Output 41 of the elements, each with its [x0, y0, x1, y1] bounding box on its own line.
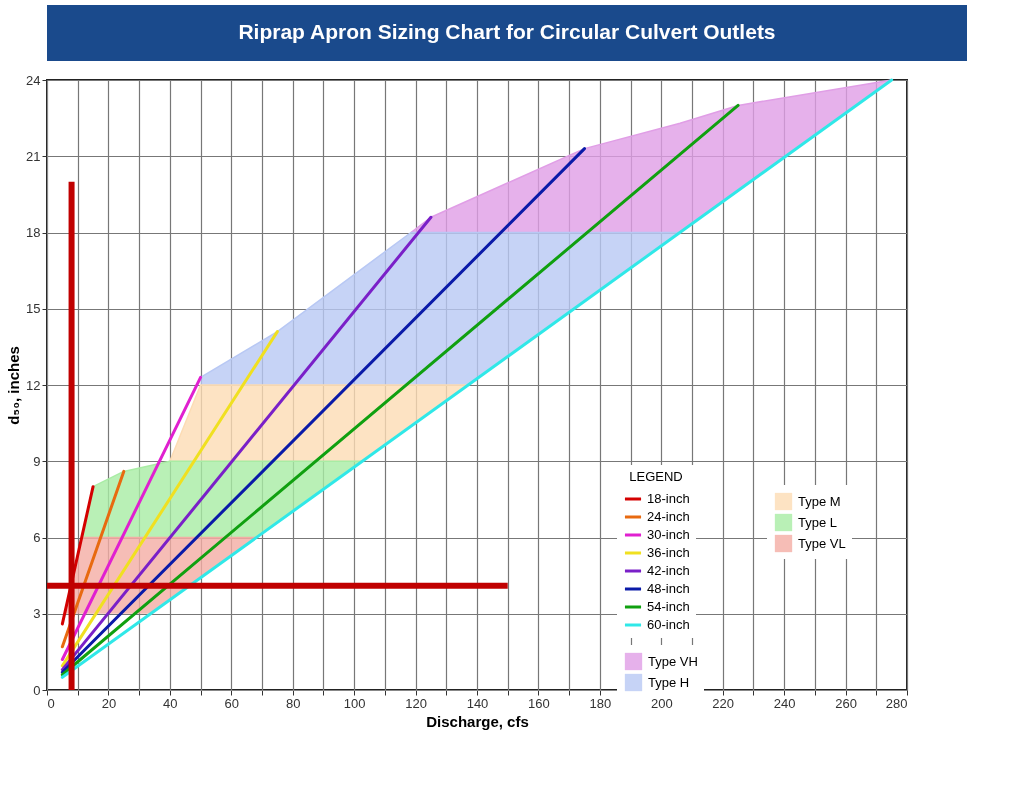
- legend-label: 18-inch: [647, 491, 690, 506]
- x-tick-label: 20: [101, 695, 117, 711]
- legend-label: Type L: [798, 514, 838, 530]
- legend-title: LEGEND: [629, 469, 683, 484]
- chart-title: Riprap Apron Sizing Chart for Circular Culvert Outlets: [238, 20, 776, 43]
- x-tick-label: 200: [650, 695, 673, 711]
- legend-label: 24-inch: [647, 509, 690, 524]
- legend-label: Type H: [648, 674, 690, 690]
- y-tick-label: 24: [26, 72, 41, 88]
- legend-label: 60-inch: [647, 617, 690, 632]
- y-tick-label: 0: [33, 682, 41, 698]
- x-tick-label: 100: [343, 695, 366, 711]
- legend-label: 54-inch: [647, 599, 690, 614]
- x-axis-title: Discharge, cfs: [426, 712, 529, 730]
- legend-label: 42-inch: [647, 563, 690, 578]
- legend-label: Type VH: [648, 653, 698, 669]
- y-axis-title: d₅₀, inches: [5, 346, 23, 425]
- x-tick-label: 280: [885, 695, 908, 711]
- x-tick-label: 40: [163, 695, 178, 711]
- legend-label: Type M: [798, 493, 841, 509]
- x-tick-label: 140: [466, 695, 489, 711]
- x-tick-label: 180: [589, 695, 612, 711]
- x-tick-label: 240: [773, 695, 796, 711]
- y-tick-label: 3: [33, 606, 41, 622]
- legend-label: Type VL: [798, 535, 846, 551]
- y-tick-label: 9: [33, 453, 41, 469]
- legend-label: 30-inch: [647, 527, 690, 542]
- y-tick-label: 6: [33, 530, 41, 545]
- y-tick-label: 21: [26, 148, 41, 164]
- y-tick-label: 12: [26, 377, 41, 393]
- legend-label: 36-inch: [647, 545, 690, 560]
- x-tick-label: 0: [47, 695, 55, 711]
- x-tick-label: 80: [285, 695, 301, 711]
- x-tick-label: 160: [528, 695, 550, 711]
- y-tick-label: 18: [26, 225, 41, 240]
- x-tick-label: 120: [405, 695, 427, 711]
- x-tick-label: 220: [712, 695, 735, 711]
- x-tick-label: 60: [224, 695, 240, 711]
- y-tick-label: 15: [26, 301, 41, 317]
- legend-label: 48-inch: [647, 581, 690, 596]
- x-tick-label: 260: [835, 695, 857, 711]
